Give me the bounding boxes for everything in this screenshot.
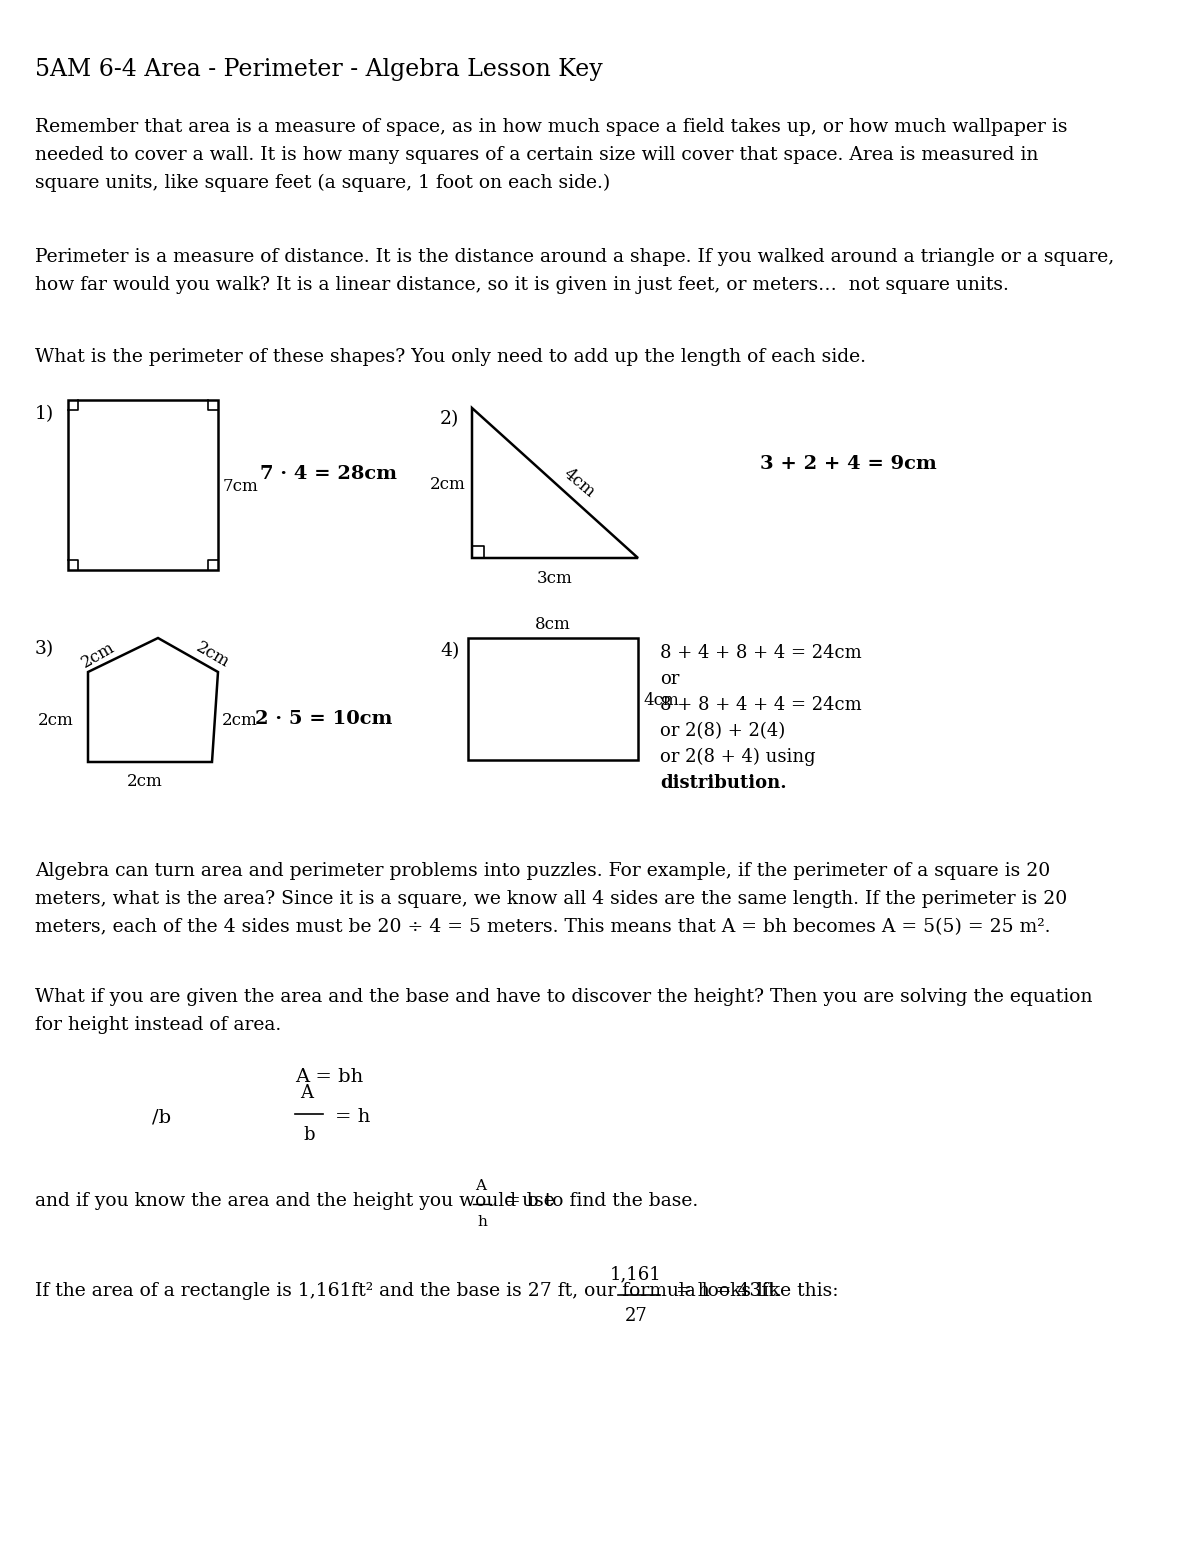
- Text: 3 + 2 + 4 = 9cm: 3 + 2 + 4 = 9cm: [760, 455, 937, 474]
- Text: 7cm: 7cm: [223, 478, 259, 495]
- Text: = h: = h: [335, 1107, 371, 1126]
- Text: meters, what is the area? Since it is a square, we know all 4 sides are the same: meters, what is the area? Since it is a …: [35, 890, 1067, 909]
- Text: 4): 4): [440, 641, 460, 660]
- Text: 7 · 4 = 28cm: 7 · 4 = 28cm: [260, 464, 397, 483]
- Text: 4cm: 4cm: [560, 464, 599, 502]
- Text: meters, each of the 4 sides must be 20 ÷ 4 = 5 meters. This means that A = bh be: meters, each of the 4 sides must be 20 ÷…: [35, 918, 1050, 936]
- Text: 8 + 8 + 4 + 4 = 24cm: 8 + 8 + 4 + 4 = 24cm: [660, 696, 862, 714]
- Text: If the area of a rectangle is 1,161ft² and the base is 27 ft, our formula looks : If the area of a rectangle is 1,161ft² a…: [35, 1281, 839, 1300]
- Text: 2cm: 2cm: [193, 638, 233, 671]
- Text: A: A: [300, 1084, 313, 1103]
- Text: and if you know the area and the height you would use: and if you know the area and the height …: [35, 1193, 554, 1210]
- Text: 5AM 6-4 Area - Perimeter - Algebra Lesson Key: 5AM 6-4 Area - Perimeter - Algebra Lesso…: [35, 57, 602, 81]
- Text: 2cm: 2cm: [127, 773, 163, 790]
- Text: 2 · 5 = 10cm: 2 · 5 = 10cm: [256, 710, 392, 728]
- Text: Remember that area is a measure of space, as in how much space a field takes up,: Remember that area is a measure of space…: [35, 118, 1068, 137]
- Text: square units, like square feet (a square, 1 foot on each side.): square units, like square feet (a square…: [35, 174, 611, 193]
- Text: 3cm: 3cm: [538, 570, 572, 587]
- Text: or 2(8) + 2(4): or 2(8) + 2(4): [660, 722, 785, 739]
- Text: A: A: [475, 1179, 486, 1193]
- Text: distribution.: distribution.: [660, 773, 787, 792]
- Text: needed to cover a wall. It is how many squares of a certain size will cover that: needed to cover a wall. It is how many s…: [35, 146, 1038, 165]
- Text: 2cm: 2cm: [78, 638, 118, 671]
- Text: 1): 1): [35, 405, 54, 422]
- Text: for height instead of area.: for height instead of area.: [35, 1016, 281, 1034]
- Text: 8cm: 8cm: [535, 617, 571, 634]
- Text: b: b: [304, 1126, 314, 1145]
- Text: /b: /b: [152, 1107, 172, 1126]
- Text: A = bh: A = bh: [295, 1068, 364, 1086]
- Text: 2cm: 2cm: [430, 477, 466, 492]
- Text: 8 + 4 + 8 + 4 = 24cm: 8 + 4 + 8 + 4 = 24cm: [660, 644, 862, 662]
- Text: = b to find the base.: = b to find the base.: [499, 1193, 698, 1210]
- Text: 27: 27: [625, 1308, 647, 1325]
- Text: 2cm: 2cm: [222, 711, 258, 728]
- Text: or 2(8 + 4) using: or 2(8 + 4) using: [660, 749, 816, 766]
- Text: 1,161: 1,161: [610, 1266, 662, 1283]
- Text: 4cm: 4cm: [643, 693, 679, 710]
- Text: What is the perimeter of these shapes? You only need to add up the length of eac: What is the perimeter of these shapes? Y…: [35, 348, 866, 367]
- Text: What if you are given the area and the base and have to discover the height? The: What if you are given the area and the b…: [35, 988, 1092, 1006]
- Text: 2): 2): [440, 410, 460, 429]
- Text: Perimeter is a measure of distance. It is the distance around a shape. If you wa: Perimeter is a measure of distance. It i…: [35, 248, 1115, 266]
- Text: or: or: [660, 669, 679, 688]
- Text: how far would you walk? It is a linear distance, so it is given in just feet, or: how far would you walk? It is a linear d…: [35, 276, 1009, 294]
- Text: h: h: [478, 1214, 487, 1228]
- Text: 3): 3): [35, 640, 54, 658]
- Text: Algebra can turn area and perimeter problems into puzzles. For example, if the p: Algebra can turn area and perimeter prob…: [35, 862, 1050, 881]
- Text: 2cm: 2cm: [38, 711, 73, 728]
- Text: = h = 43ft.: = h = 43ft.: [670, 1281, 781, 1300]
